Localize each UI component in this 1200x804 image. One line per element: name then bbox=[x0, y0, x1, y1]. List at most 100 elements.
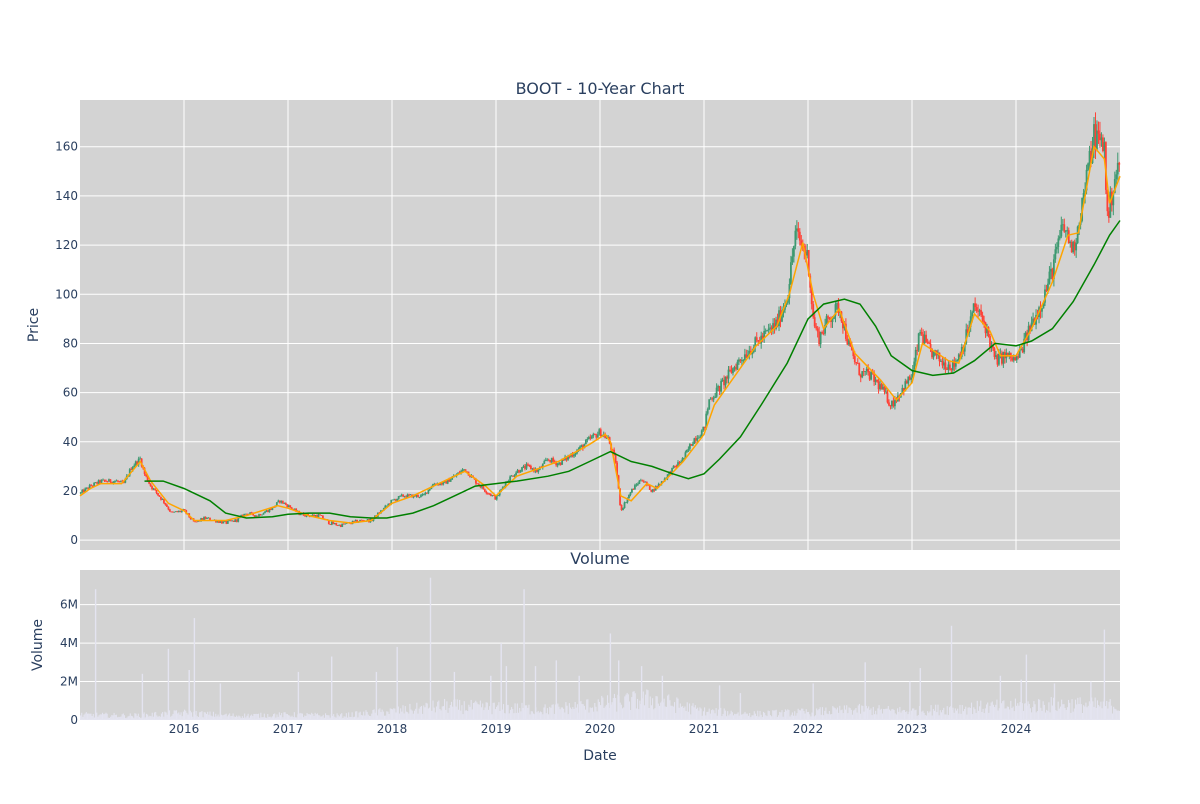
candle-body bbox=[660, 481, 663, 484]
volume-bar bbox=[1081, 712, 1083, 720]
volume-bar bbox=[497, 705, 499, 720]
volume-bar bbox=[1010, 700, 1012, 720]
volume-bar bbox=[734, 713, 736, 720]
volume-bar bbox=[1086, 707, 1088, 720]
candle-body bbox=[1093, 124, 1095, 149]
candle-body bbox=[555, 462, 558, 466]
volume-bar bbox=[460, 710, 462, 720]
candle-body bbox=[1107, 211, 1110, 218]
candle-body bbox=[812, 304, 815, 318]
candle-body bbox=[567, 456, 569, 460]
volume-bar bbox=[321, 716, 323, 720]
candle-body bbox=[537, 469, 540, 472]
volume-bar bbox=[149, 715, 151, 720]
volume-bar bbox=[453, 671, 456, 720]
candle-body bbox=[1097, 130, 1100, 134]
candle-body bbox=[623, 502, 626, 509]
volume-bar bbox=[465, 710, 468, 720]
volume-bar bbox=[529, 714, 531, 720]
volume-bar bbox=[965, 706, 967, 720]
volume-bar bbox=[107, 717, 109, 720]
candle-body bbox=[1094, 124, 1097, 150]
candle-body bbox=[681, 458, 684, 463]
candle-body bbox=[106, 481, 109, 483]
volume-bar bbox=[647, 690, 649, 720]
volume-bar bbox=[81, 712, 83, 720]
candle-body bbox=[651, 489, 654, 492]
volume-bar bbox=[1109, 699, 1111, 720]
volume-bar bbox=[1100, 701, 1102, 720]
volume-y-axis-label: Volume bbox=[30, 619, 46, 671]
volume-bar bbox=[248, 717, 250, 720]
candle-body bbox=[463, 469, 465, 471]
volume-bar bbox=[992, 704, 995, 720]
volume-bar bbox=[862, 705, 864, 720]
candle-body bbox=[766, 330, 769, 331]
volume-bar bbox=[775, 709, 777, 720]
candle-body bbox=[727, 369, 730, 379]
candle-body bbox=[919, 332, 922, 334]
volume-bar bbox=[771, 716, 773, 720]
volume-bar bbox=[1061, 699, 1063, 720]
volume-bar bbox=[531, 711, 533, 720]
volume-bar bbox=[845, 709, 847, 720]
volume-bar bbox=[797, 708, 799, 720]
candle-body bbox=[721, 379, 724, 381]
volume-bar bbox=[394, 708, 396, 720]
candle-body bbox=[904, 381, 907, 392]
candle-body bbox=[691, 443, 694, 446]
candle-body bbox=[687, 448, 690, 450]
candle-body bbox=[457, 472, 460, 475]
x-tick-label: 2019 bbox=[481, 722, 512, 736]
volume-bar bbox=[105, 712, 107, 720]
volume-bar bbox=[818, 708, 820, 720]
volume-bar bbox=[233, 716, 235, 720]
candle-body bbox=[333, 523, 336, 525]
volume-bar bbox=[759, 710, 761, 720]
candle-body bbox=[344, 523, 347, 525]
volume-bar bbox=[351, 712, 353, 720]
volume-bar bbox=[382, 711, 384, 720]
volume-bar bbox=[416, 702, 418, 720]
candle-body bbox=[733, 367, 736, 369]
volume-bar bbox=[922, 710, 924, 720]
candle-body bbox=[858, 363, 861, 376]
volume-bar bbox=[645, 694, 647, 720]
volume-bar bbox=[157, 716, 159, 720]
volume-bar bbox=[620, 704, 622, 720]
volume-bar bbox=[710, 710, 713, 720]
candle-body bbox=[688, 444, 691, 449]
candle-body bbox=[360, 519, 363, 521]
candle-body bbox=[879, 384, 881, 390]
candle-body bbox=[154, 488, 156, 491]
volume-bar bbox=[364, 715, 366, 720]
volume-bar bbox=[705, 715, 707, 720]
candle-body bbox=[1061, 224, 1064, 226]
volume-bar bbox=[757, 710, 759, 720]
volume-bar bbox=[829, 714, 832, 720]
candle-body bbox=[950, 368, 953, 371]
candle-body bbox=[1000, 353, 1003, 364]
volume-bar bbox=[1028, 703, 1030, 720]
candle-body bbox=[287, 505, 290, 508]
volume-bar bbox=[93, 717, 95, 720]
candle-body bbox=[427, 489, 430, 494]
volume-bar bbox=[147, 714, 149, 720]
candle-body bbox=[911, 369, 914, 378]
volume-bar bbox=[736, 713, 738, 720]
volume-bar bbox=[685, 710, 687, 720]
volume-bar bbox=[821, 707, 823, 720]
price-y-tick-label: 140 bbox=[55, 189, 78, 203]
volume-bar bbox=[847, 713, 849, 720]
candle-body bbox=[978, 310, 981, 312]
price-gridlines bbox=[80, 100, 1120, 550]
volume-bar bbox=[693, 707, 695, 720]
volume-bar bbox=[627, 694, 629, 720]
candle-body bbox=[696, 437, 699, 441]
candle-body bbox=[270, 508, 272, 510]
candle-body bbox=[393, 499, 396, 501]
volume-bar bbox=[459, 699, 461, 720]
candle-body bbox=[580, 445, 583, 447]
volume-bar bbox=[886, 708, 888, 720]
volume-bar bbox=[892, 708, 894, 720]
